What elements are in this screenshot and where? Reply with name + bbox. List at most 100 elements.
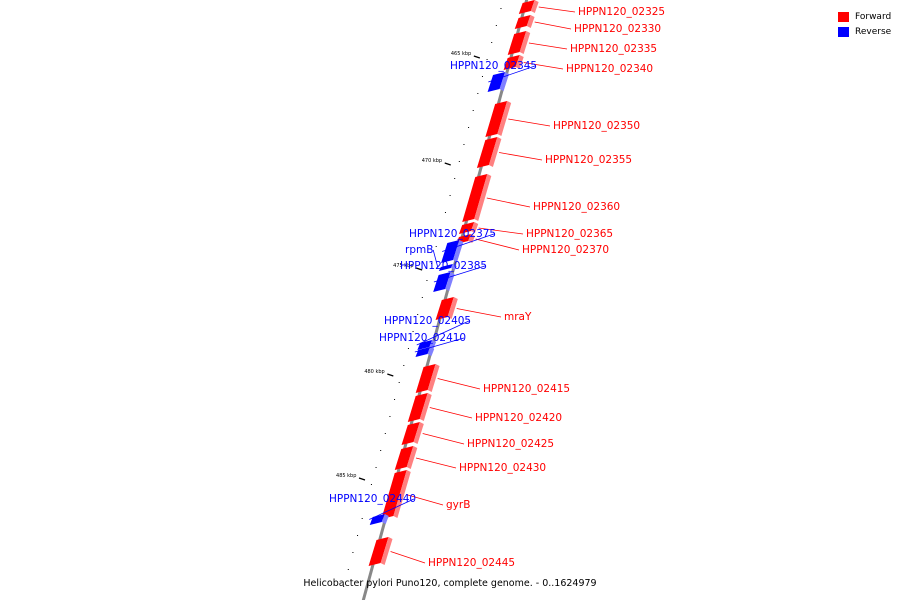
gene-labels: HPPN120_02325 HPPN120_02330 HPPN120_02335 H…: [329, 6, 665, 569]
minor-tick: [412, 331, 414, 332]
gene-label[interactable]: HPPN120_02440: [329, 493, 416, 505]
scale-tick-label: 480 kbp: [364, 369, 384, 375]
legend-forward-label: Forward: [855, 11, 892, 22]
leader-line: [442, 233, 495, 252]
gene-HPPN120_02355[interactable]: [476, 137, 502, 168]
gene-label[interactable]: HPPN120_02325: [578, 6, 665, 18]
gene-label[interactable]: HPPN120_02350: [553, 120, 640, 132]
gene-label[interactable]: HPPN120_02365: [526, 228, 613, 240]
gene-HPPN120_02415[interactable]: [415, 364, 440, 393]
minor-tick: [366, 501, 368, 502]
minor-tick: [357, 535, 359, 536]
gene-face: [433, 272, 451, 292]
gene-features: [368, 0, 539, 566]
gene-HPPN120_02420[interactable]: [407, 393, 432, 422]
minor-tick: [389, 416, 391, 417]
gene-side: [488, 137, 502, 167]
gene-label[interactable]: HPPN120_02425: [467, 438, 554, 450]
gene-face: [503, 55, 520, 70]
gene-label[interactable]: HPPN120_02360: [533, 201, 620, 213]
gene-label[interactable]: HPPN120_02385: [400, 260, 487, 272]
minor-tick: [463, 144, 465, 145]
gene-label[interactable]: rpmB: [405, 244, 433, 256]
gene-label[interactable]: HPPN120_02370: [522, 244, 609, 256]
gene-side: [380, 537, 393, 565]
gene-label[interactable]: HPPN120_02355: [545, 154, 632, 166]
gene-label[interactable]: HPPN120_02405: [384, 315, 471, 327]
gene-label[interactable]: HPPN120_02445: [428, 557, 515, 569]
leader-line: [429, 407, 473, 419]
gene-face: [369, 514, 385, 525]
gene-label[interactable]: mraY: [504, 311, 532, 323]
gene-HPPN120_02325[interactable]: [518, 0, 539, 14]
gene-HPPN120_02330[interactable]: [514, 15, 535, 29]
gene-side: [470, 222, 479, 233]
minor-tick: [421, 297, 423, 298]
gene-rpmB[interactable]: [438, 264, 457, 271]
gene-HPPN120_02405[interactable]: [417, 340, 437, 350]
leader-line: [508, 118, 551, 127]
gene-HPPN120_02425[interactable]: [401, 422, 424, 445]
gene-side: [419, 393, 432, 421]
gene-HPPN120_02360[interactable]: [462, 174, 492, 222]
gene-label[interactable]: HPPN120_02430: [459, 462, 546, 474]
gene-HPPN120_02445[interactable]: [368, 537, 393, 566]
minor-tick: [468, 127, 470, 128]
minor-tick: [431, 263, 433, 264]
gene-label[interactable]: HPPN120_02340: [566, 63, 653, 75]
gene-HPPN120_02440[interactable]: [369, 514, 389, 525]
gene-face: [507, 31, 527, 55]
minor-tick: [458, 161, 460, 162]
gene-label[interactable]: HPPN120_02345: [450, 60, 537, 72]
leader-line: [538, 6, 576, 13]
gene-label[interactable]: gyrB: [446, 499, 470, 511]
gene-label[interactable]: HPPN120_02420: [475, 412, 562, 424]
minor-tick: [384, 433, 386, 434]
scale-ticks: 465 kbp 470 kbp 475 kbp 480 kbp 485 kbp: [336, 8, 502, 587]
major-tick: [358, 477, 366, 481]
leader-line: [433, 265, 486, 283]
gene-face: [407, 393, 428, 422]
gene-HPPN120_02345[interactable]: [487, 72, 510, 92]
gene-side: [530, 0, 539, 13]
gene-label[interactable]: HPPN120_02330: [574, 23, 661, 35]
forward-swatch: [838, 11, 849, 22]
gene-label[interactable]: HPPN120_02335: [570, 43, 657, 55]
gene-mraY[interactable]: [435, 297, 458, 320]
gene-side: [429, 340, 437, 349]
gene-HPPN120_02340[interactable]: [503, 55, 524, 70]
gene-side: [474, 174, 492, 221]
gene-face: [485, 101, 508, 137]
gene-face: [401, 422, 420, 445]
gene-side: [515, 55, 524, 69]
gene-face: [435, 297, 454, 320]
gene-face: [438, 264, 453, 271]
gene-label[interactable]: HPPN120_02375: [409, 228, 496, 240]
leader-line: [415, 457, 457, 469]
gene-side: [427, 364, 440, 392]
gene-side: [445, 272, 455, 291]
scale-tick-label: 470 kbp: [422, 158, 442, 164]
gene-face: [417, 340, 433, 350]
gene-HPPN120_02335[interactable]: [507, 31, 531, 55]
minor-tick: [343, 586, 345, 587]
gene-HPPN120_02410[interactable]: [415, 347, 435, 357]
gene-face: [458, 222, 475, 234]
minor-tick: [500, 8, 502, 9]
minor-tick: [495, 25, 497, 26]
gene-HPPN120_02385[interactable]: [433, 272, 455, 292]
gene-label[interactable]: HPPN120_02410: [379, 332, 466, 344]
gene-side: [447, 297, 458, 319]
gene-side: [450, 264, 457, 270]
gene-HPPN120_02430[interactable]: [394, 446, 418, 470]
leader-line: [422, 433, 465, 445]
gene-HPPN120_02350[interactable]: [485, 101, 512, 137]
gene-face: [514, 15, 531, 29]
gene-HPPN120_02365[interactable]: [458, 222, 479, 234]
leader-line: [432, 249, 439, 268]
leader-line: [416, 320, 470, 346]
leader-line: [488, 65, 536, 83]
minor-tick: [361, 518, 363, 519]
major-tick: [473, 55, 481, 59]
gene-label[interactable]: HPPN120_02415: [483, 383, 570, 395]
